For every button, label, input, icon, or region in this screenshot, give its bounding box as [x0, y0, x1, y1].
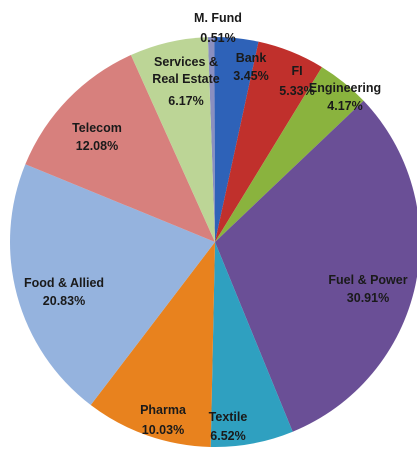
- slice-label-food-allied: Food & Allied: [24, 276, 104, 290]
- slice-value-m-fund: 0.51%: [200, 31, 235, 45]
- slice-label-pharma: Pharma: [140, 403, 187, 417]
- slice-value-services-real-estate: 6.17%: [168, 94, 203, 108]
- slice-value-telecom: 12.08%: [76, 139, 118, 153]
- pie-slice-m-fund: [207, 37, 215, 242]
- slice-label-fuel-power: Fuel & Power: [328, 273, 407, 287]
- slice-label-services-real-estate: Services & Real Estate: [152, 55, 219, 86]
- slice-label-engineering: Engineering: [309, 81, 381, 95]
- pie-slice-engineering: [215, 67, 364, 242]
- pie-slice-food-allied: [9, 164, 216, 406]
- pie-slice-fuel-power: [215, 100, 417, 432]
- slice-label-textile: Textile: [209, 410, 248, 424]
- pie-labels: M. Fund 0.51%Bank 3.45% FI 5.33%Engineering 4…: [24, 11, 408, 443]
- slice-value-fi: 5.33%: [279, 84, 314, 98]
- pie-slice-fi: [215, 41, 322, 242]
- slice-label-m-fund: M. Fund: [194, 11, 242, 25]
- slice-label-bank: Bank: [236, 51, 267, 65]
- pie-slice-pharma: [90, 242, 215, 447]
- pie-slice-textile: [210, 242, 293, 447]
- slice-label-fi: FI: [291, 64, 302, 78]
- slice-value-bank: 3.45%: [233, 69, 268, 83]
- pie-slice-bank: [214, 36, 259, 242]
- slice-label-telecom: Telecom: [72, 121, 122, 135]
- slice-value-engineering: 4.17%: [327, 99, 362, 113]
- slice-value-textile: 6.52%: [210, 429, 245, 443]
- slice-value-food-allied: 20.83%: [43, 294, 85, 308]
- slice-value-fuel-power: 30.91%: [347, 291, 389, 305]
- pie-slice-telecom: [25, 55, 215, 242]
- slice-value-pharma: 10.03%: [142, 423, 184, 437]
- pie-slice-services-real-estate: [130, 37, 215, 243]
- pie-slices: [9, 36, 417, 447]
